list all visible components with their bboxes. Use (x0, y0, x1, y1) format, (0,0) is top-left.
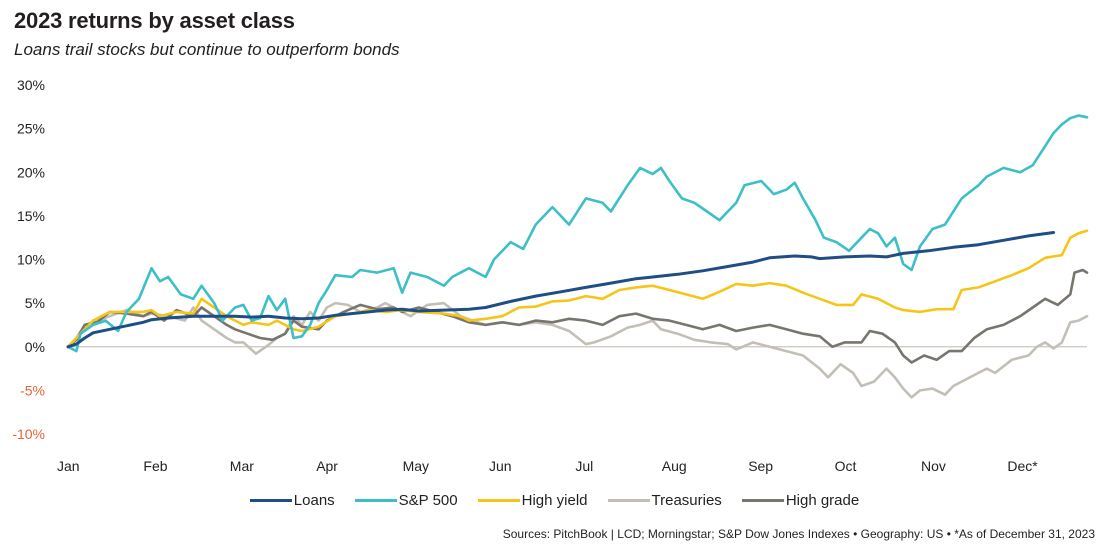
y-tick-label: 20% (17, 164, 45, 180)
y-tick-label: 30% (17, 77, 45, 93)
series-group (66, 114, 1089, 399)
chart-subtitle: Loans trail stocks but continue to outpe… (14, 40, 400, 59)
y-tick-label: 5% (25, 295, 45, 311)
x-tick-label: May (403, 458, 429, 474)
y-tick-label: 25% (17, 121, 45, 137)
legend-label-high-grade: High grade (785, 491, 860, 509)
series-line-high-yield (66, 229, 1089, 349)
series-line-loans (66, 231, 1056, 349)
legend-swatch-treasuries (607, 498, 650, 502)
legend-item-sp500[interactable]: S&P 500 (354, 491, 458, 509)
y-tick-label: -10% (12, 426, 45, 442)
legend: Loans S&P 500 High yield Treasuries High… (0, 489, 1109, 511)
x-tick-label: Sep (748, 458, 773, 474)
legend-item-treasuries[interactable]: Treasuries (607, 491, 722, 509)
y-tick-label: 15% (17, 208, 45, 224)
series-line-treasuries (66, 301, 1089, 399)
legend-label-treasuries: Treasuries (651, 491, 722, 509)
x-tick-label: Mar (230, 458, 254, 474)
y-axis: 30% 25% 20% 15% 10% 5% 0% -5% -10% (12, 77, 45, 442)
legend-item-loans[interactable]: Loans (249, 491, 335, 509)
source-note: Sources: PitchBook | LCD; Morningstar; S… (502, 527, 1095, 541)
x-tick-label: Aug (662, 458, 687, 474)
legend-item-high-grade[interactable]: High grade (741, 491, 860, 509)
x-tick-label: Dec* (1007, 458, 1038, 474)
x-tick-label: Jul (575, 458, 593, 474)
x-tick-label: Nov (921, 458, 946, 474)
series-line-high-grade (66, 268, 1089, 364)
y-tick-label: -5% (20, 382, 45, 398)
legend-swatch-high-yield (477, 498, 520, 502)
legend-label-loans: Loans (293, 491, 335, 509)
legend-label-high-yield: High yield (521, 491, 588, 509)
x-axis: Jan Feb Mar Apr May Jun Jul Aug Sep Oct Nov Dec* (57, 458, 1038, 474)
legend-swatch-sp500 (354, 498, 397, 502)
legend-item-high-yield[interactable]: High yield (477, 491, 588, 509)
y-tick-label: 0% (25, 339, 45, 355)
legend-swatch-high-grade (741, 498, 784, 502)
legend-label-sp500: S&P 500 (398, 491, 458, 509)
x-tick-label: Apr (316, 458, 338, 474)
x-tick-label: Oct (835, 458, 857, 474)
legend-swatch-loans (249, 498, 292, 502)
x-tick-label: Feb (143, 458, 167, 474)
x-tick-label: Jan (57, 458, 80, 474)
x-tick-label: Jun (489, 458, 512, 474)
chart-title: 2023 returns by asset class (14, 8, 295, 33)
y-tick-label: 10% (17, 252, 45, 268)
